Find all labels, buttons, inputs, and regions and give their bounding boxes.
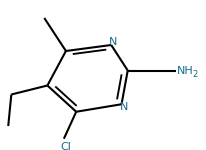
Text: N: N [109, 37, 117, 47]
Text: N: N [120, 102, 128, 111]
Text: NH: NH [177, 66, 194, 75]
Text: Cl: Cl [61, 142, 71, 150]
Text: 2: 2 [192, 70, 197, 79]
